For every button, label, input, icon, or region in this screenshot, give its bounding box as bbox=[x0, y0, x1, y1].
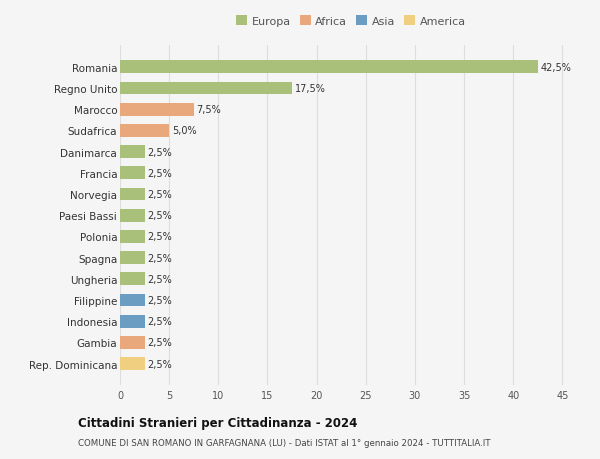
Bar bbox=[120, 146, 145, 159]
Bar bbox=[120, 336, 145, 349]
Bar bbox=[120, 294, 145, 307]
Text: COMUNE DI SAN ROMANO IN GARFAGNANA (LU) - Dati ISTAT al 1° gennaio 2024 - TUTTIT: COMUNE DI SAN ROMANO IN GARFAGNANA (LU) … bbox=[78, 438, 491, 447]
Text: 2,5%: 2,5% bbox=[148, 317, 172, 326]
Text: 2,5%: 2,5% bbox=[148, 253, 172, 263]
Bar bbox=[120, 167, 145, 180]
Bar bbox=[120, 209, 145, 222]
Text: 2,5%: 2,5% bbox=[148, 359, 172, 369]
Bar bbox=[120, 62, 538, 74]
Text: 2,5%: 2,5% bbox=[148, 274, 172, 284]
Legend: Europa, Africa, Asia, America: Europa, Africa, Asia, America bbox=[234, 14, 468, 29]
Text: 42,5%: 42,5% bbox=[541, 63, 572, 73]
Bar bbox=[120, 252, 145, 264]
Bar bbox=[120, 104, 194, 116]
Text: 7,5%: 7,5% bbox=[197, 105, 221, 115]
Text: 2,5%: 2,5% bbox=[148, 168, 172, 179]
Text: 17,5%: 17,5% bbox=[295, 84, 326, 94]
Bar bbox=[120, 188, 145, 201]
Bar bbox=[120, 83, 292, 95]
Bar bbox=[120, 315, 145, 328]
Bar bbox=[120, 273, 145, 285]
Text: 2,5%: 2,5% bbox=[148, 211, 172, 221]
Text: 2,5%: 2,5% bbox=[148, 147, 172, 157]
Text: 5,0%: 5,0% bbox=[172, 126, 197, 136]
Text: 2,5%: 2,5% bbox=[148, 295, 172, 305]
Text: Cittadini Stranieri per Cittadinanza - 2024: Cittadini Stranieri per Cittadinanza - 2… bbox=[78, 416, 358, 429]
Bar bbox=[120, 125, 169, 138]
Text: 2,5%: 2,5% bbox=[148, 338, 172, 347]
Text: 2,5%: 2,5% bbox=[148, 190, 172, 200]
Text: 2,5%: 2,5% bbox=[148, 232, 172, 242]
Bar bbox=[120, 358, 145, 370]
Bar bbox=[120, 230, 145, 243]
